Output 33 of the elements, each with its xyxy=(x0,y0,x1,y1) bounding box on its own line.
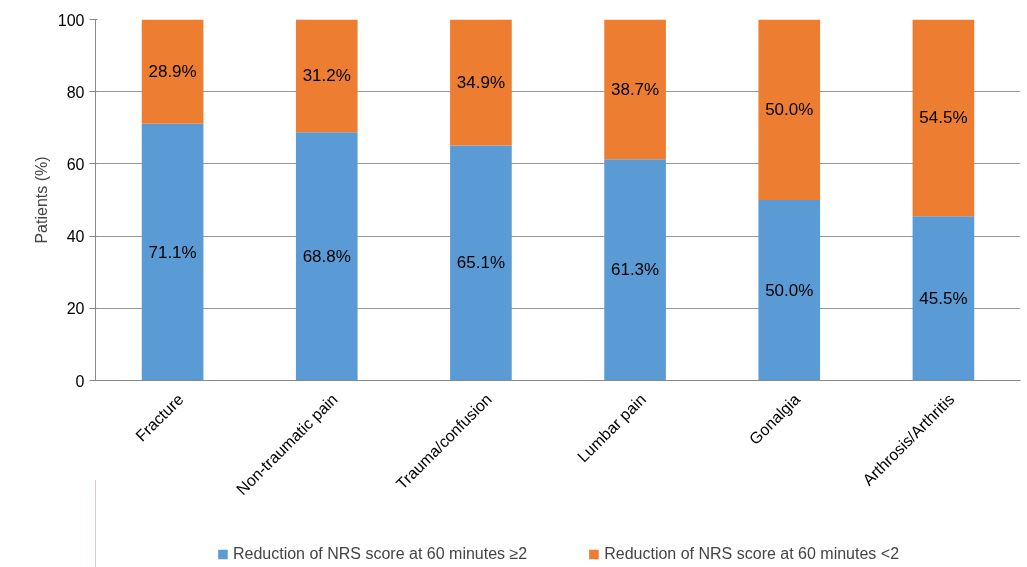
y-axis-title: Patients (%) xyxy=(32,156,50,244)
legend-label: Reduction of NRS score at 60 minutes ≥2 xyxy=(232,545,528,563)
data-label: 54.5% xyxy=(919,108,968,128)
bar xyxy=(295,19,358,133)
bar xyxy=(912,216,975,381)
data-label: 50.0% xyxy=(765,100,814,120)
y-tick-label: 60 xyxy=(66,155,85,173)
bar xyxy=(141,123,204,381)
y-tick-label: 80 xyxy=(66,83,85,101)
data-label: 45.5% xyxy=(919,288,968,308)
data-label: 68.8% xyxy=(302,246,351,266)
bar xyxy=(450,145,512,381)
bar xyxy=(912,19,975,217)
data-label: 34.9% xyxy=(456,72,506,92)
bar xyxy=(141,19,204,124)
bar xyxy=(295,132,358,381)
bar xyxy=(758,200,821,381)
data-label: 71.1% xyxy=(148,242,197,262)
bar xyxy=(604,19,666,160)
y-tick-label: 0 xyxy=(75,372,85,390)
y-tick-label: 40 xyxy=(66,228,85,246)
data-label: 28.9% xyxy=(148,62,197,82)
data-label: 50.0% xyxy=(765,280,814,300)
bar xyxy=(758,19,821,200)
y-tick-label: 100 xyxy=(57,11,85,29)
bar xyxy=(604,159,666,381)
data-label: 61.3% xyxy=(610,260,660,280)
y-tick-label: 20 xyxy=(66,300,85,318)
legend-label: Reduction of NRS score at 60 minutes <2 xyxy=(604,545,900,563)
data-label: 31.2% xyxy=(302,66,351,86)
data-label: 65.1% xyxy=(456,253,506,273)
data-label: 38.7% xyxy=(610,79,660,99)
bar xyxy=(450,19,512,146)
